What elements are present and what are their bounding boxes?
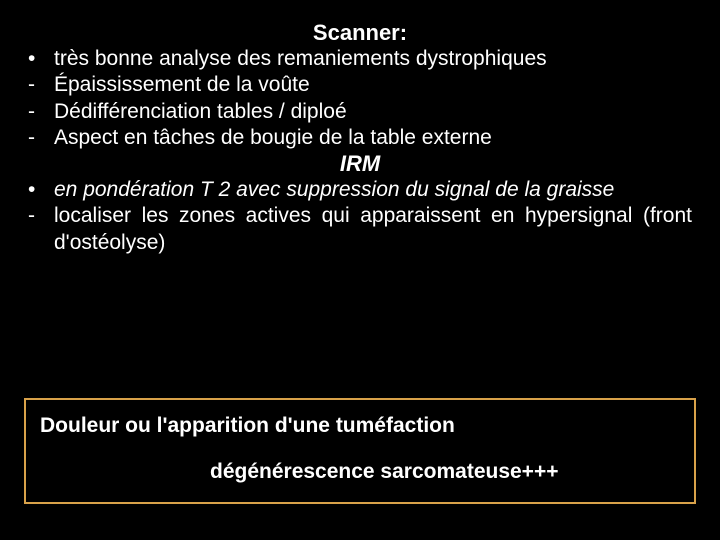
dash-text: Aspect en tâches de bougie de la table e… [54, 125, 692, 151]
dash-item: - Épaississement de la voûte [28, 72, 692, 98]
bullet-text: en pondération T 2 avec suppression du s… [54, 177, 692, 203]
slide: Scanner: • très bonne analyse des remani… [0, 0, 720, 540]
dash-item: - localiser les zones actives qui appara… [28, 203, 692, 256]
bullet-item: • en pondération T 2 avec suppression du… [28, 177, 692, 203]
bullet-marker: • [28, 46, 54, 72]
warning-callout: Douleur ou l'apparition d'une tuméfactio… [24, 398, 696, 504]
dash-item: - Aspect en tâches de bougie de la table… [28, 125, 692, 151]
callout-line-2: dégénérescence sarcomateuse+++ [40, 460, 680, 484]
dash-item: - Dédifférenciation tables / diploé [28, 99, 692, 125]
bullet-text: très bonne analyse des remaniements dyst… [54, 46, 692, 72]
dash-text: Épaississement de la voûte [54, 72, 692, 98]
scanner-heading: Scanner: [28, 20, 692, 46]
callout-line-1: Douleur ou l'apparition d'une tuméfactio… [40, 414, 680, 438]
dash-text: localiser les zones actives qui apparais… [54, 203, 692, 256]
bullet-item: • très bonne analyse des remaniements dy… [28, 46, 692, 72]
dash-text: Dédifférenciation tables / diploé [54, 99, 692, 125]
dash-marker: - [28, 72, 54, 98]
dash-marker: - [28, 99, 54, 125]
bullet-marker: • [28, 177, 54, 203]
dash-marker: - [28, 203, 54, 256]
irm-heading: IRM [28, 151, 692, 177]
dash-marker: - [28, 125, 54, 151]
